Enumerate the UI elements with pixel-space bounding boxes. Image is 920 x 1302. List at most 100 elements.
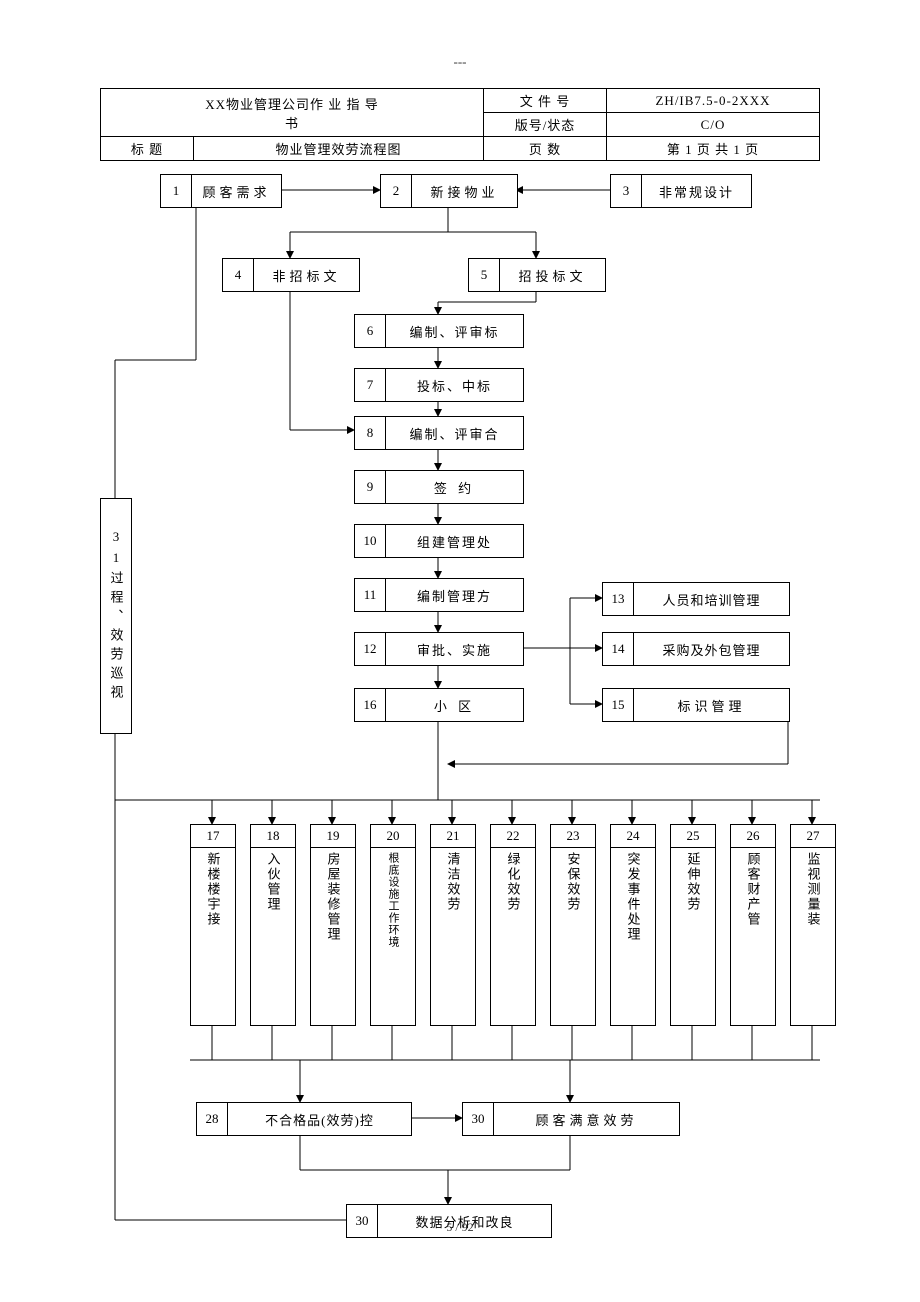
node-7-label: 投标、中标 xyxy=(386,369,523,401)
version-value: C/O xyxy=(607,113,820,137)
node-7: 7 投标、中标 xyxy=(354,368,524,402)
node-9-num: 9 xyxy=(355,471,386,503)
vnode-21: 21 清洁效劳 xyxy=(430,824,476,1026)
node-10: 10 组建管理处 xyxy=(354,524,524,558)
vnode-22: 22 绿化效劳 xyxy=(490,824,536,1026)
vnode-19-num: 19 xyxy=(311,825,355,848)
vnode-26: 26 顾客财产管 xyxy=(730,824,776,1026)
node-5-label: 招投标文 xyxy=(500,259,605,291)
node-11-label: 编制管理方 xyxy=(386,579,523,611)
topic-value: 物业管理效劳流程图 xyxy=(194,137,484,161)
node-16-label: 小 区 xyxy=(386,689,523,721)
node-6: 6 编制、评审标 xyxy=(354,314,524,348)
vnode-18-num: 18 xyxy=(251,825,295,848)
vnode-19-label: 房屋装修管理 xyxy=(311,848,355,1025)
vnode-23-label: 安保效劳 xyxy=(551,848,595,1025)
node-10-num: 10 xyxy=(355,525,386,557)
node-6-label: 编制、评审标 xyxy=(386,315,523,347)
vnode-17: 17 新楼楼宇接 xyxy=(190,824,236,1026)
node-9: 9 签 约 xyxy=(354,470,524,504)
node-12: 12 审批、实施 xyxy=(354,632,524,666)
node-15-num: 15 xyxy=(603,689,634,721)
node-8-num: 8 xyxy=(355,417,386,449)
side-31-label: 31过程、效劳巡视 xyxy=(107,529,126,704)
vnode-21-label: 清洁效劳 xyxy=(431,848,475,1025)
vnode-18-label: 入伙管理 xyxy=(251,848,295,1025)
vnode-24-num: 24 xyxy=(611,825,655,848)
node-30a-label: 顾客满意效劳 xyxy=(494,1103,679,1135)
node-13-num: 13 xyxy=(603,583,634,615)
node-2-num: 2 xyxy=(381,175,412,207)
node-30a-num: 30 xyxy=(463,1103,494,1135)
node-8-label: 编制、评审合 xyxy=(386,417,523,449)
node-12-label: 审批、实施 xyxy=(386,633,523,665)
vnode-22-label: 绿化效劳 xyxy=(491,848,535,1025)
node-2: 2 新接物业 xyxy=(380,174,518,208)
node-1-num: 1 xyxy=(161,175,192,207)
doc-no-label: 文 件 号 xyxy=(484,89,607,113)
node-6-num: 6 xyxy=(355,315,386,347)
flowchart-area: 1 顾客需求 2 新接物业 3 非常规设计 4 非招标文 5 招投标文 6 编制… xyxy=(0,160,920,1290)
vnode-20: 20 根底设施工作环境 xyxy=(370,824,416,1026)
node-16: 16 小 区 xyxy=(354,688,524,722)
node-4-label: 非招标文 xyxy=(254,259,359,291)
node-13-label: 人员和培训管理 xyxy=(634,583,789,615)
node-13: 13 人员和培训管理 xyxy=(602,582,790,616)
node-14-label: 采购及外包管理 xyxy=(634,633,789,665)
page-footer: 5 / 92 xyxy=(0,1220,920,1235)
vnode-21-num: 21 xyxy=(431,825,475,848)
vnode-20-label: 根底设施工作环境 xyxy=(371,848,415,1025)
page-value: 第 1 页 共 1 页 xyxy=(607,137,820,161)
node-4: 4 非招标文 xyxy=(222,258,360,292)
node-1: 1 顾客需求 xyxy=(160,174,282,208)
version-label: 版号/状态 xyxy=(484,113,607,137)
node-4-num: 4 xyxy=(223,259,254,291)
document-header-table: XX物业管理公司作 业 指 导 书 文 件 号 ZH/IB7.5-0-2XXX … xyxy=(100,88,820,161)
node-12-num: 12 xyxy=(355,633,386,665)
node-5-num: 5 xyxy=(469,259,500,291)
vnode-25-label: 延伸效劳 xyxy=(671,848,715,1025)
node-28-label: 不合格品(效劳)控 xyxy=(228,1103,411,1135)
node-14-num: 14 xyxy=(603,633,634,665)
side-31: 31过程、效劳巡视 xyxy=(100,498,132,734)
node-2-label: 新接物业 xyxy=(412,175,517,207)
vnode-27-num: 27 xyxy=(791,825,835,848)
node-5: 5 招投标文 xyxy=(468,258,606,292)
node-1-label: 顾客需求 xyxy=(192,175,281,207)
vnode-24-label: 突发事件处理 xyxy=(611,848,655,1025)
node-28-num: 28 xyxy=(197,1103,228,1135)
vnode-27: 27 监视测量装 xyxy=(790,824,836,1026)
doc-title-line1: XX物业管理公司作 业 指 导 xyxy=(107,94,477,113)
node-3-label: 非常规设计 xyxy=(642,175,751,207)
vnode-27-label: 监视测量装 xyxy=(791,848,835,1025)
node-11: 11 编制管理方 xyxy=(354,578,524,612)
vnode-19: 19 房屋装修管理 xyxy=(310,824,356,1026)
node-14: 14 采购及外包管理 xyxy=(602,632,790,666)
vnode-23: 23 安保效劳 xyxy=(550,824,596,1026)
vnode-20-num: 20 xyxy=(371,825,415,848)
vnode-25: 25 延伸效劳 xyxy=(670,824,716,1026)
vnode-17-label: 新楼楼宇接 xyxy=(191,848,235,1025)
node-11-num: 11 xyxy=(355,579,386,611)
page-header-dash: --- xyxy=(0,54,920,70)
page-label: 页 数 xyxy=(484,137,607,161)
node-28: 28 不合格品(效劳)控 xyxy=(196,1102,412,1136)
doc-no-value: ZH/IB7.5-0-2XXX xyxy=(607,89,820,113)
vnode-23-num: 23 xyxy=(551,825,595,848)
topic-label: 标 题 xyxy=(101,137,194,161)
doc-title-cell: XX物业管理公司作 业 指 导 书 xyxy=(101,89,484,137)
vnode-17-num: 17 xyxy=(191,825,235,848)
vnode-26-num: 26 xyxy=(731,825,775,848)
node-15-label: 标识管理 xyxy=(634,689,789,721)
node-3: 3 非常规设计 xyxy=(610,174,752,208)
node-9-label: 签 约 xyxy=(386,471,523,503)
node-3-num: 3 xyxy=(611,175,642,207)
node-7-num: 7 xyxy=(355,369,386,401)
vnode-22-num: 22 xyxy=(491,825,535,848)
node-15: 15 标识管理 xyxy=(602,688,790,722)
vnode-24: 24 突发事件处理 xyxy=(610,824,656,1026)
doc-title-line2: 书 xyxy=(107,113,477,132)
node-16-num: 16 xyxy=(355,689,386,721)
vnode-26-label: 顾客财产管 xyxy=(731,848,775,1025)
vnode-25-num: 25 xyxy=(671,825,715,848)
